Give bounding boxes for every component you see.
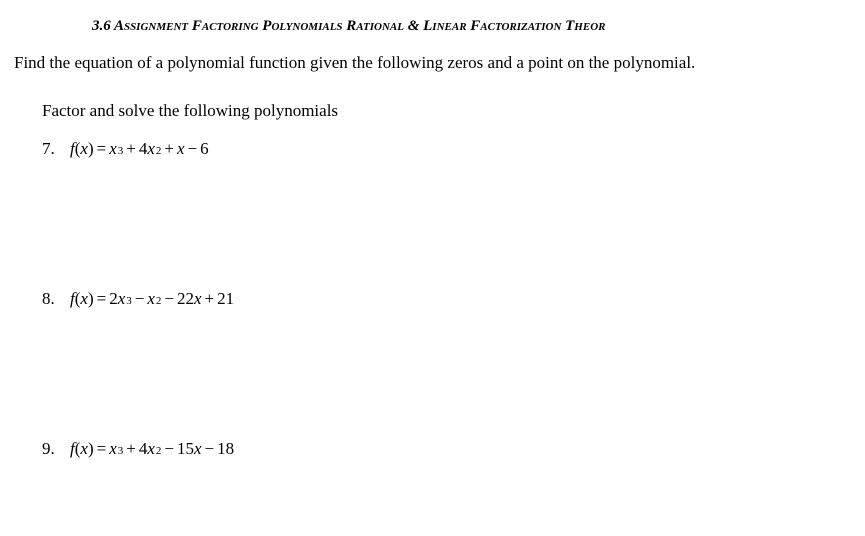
operator: − xyxy=(188,139,198,159)
variable: x xyxy=(194,289,202,309)
operator: + xyxy=(205,289,215,309)
variable: x xyxy=(147,439,155,459)
variable: x xyxy=(147,289,155,309)
operator: + xyxy=(164,139,174,159)
equation: f ( x ) = x 3 + 4 x 2 − 15 x − 18 xyxy=(70,439,234,459)
close-paren: ) xyxy=(88,289,94,309)
operator: − xyxy=(135,289,145,309)
operator: + xyxy=(126,139,136,159)
equation: f ( x ) = x 3 + 4 x 2 + x − 6 xyxy=(70,139,209,159)
sub-instruction: Factor and solve the following polynomia… xyxy=(42,101,853,121)
equals-sign: = xyxy=(97,439,107,459)
operator: − xyxy=(205,439,215,459)
variable: x xyxy=(109,139,117,159)
operator: − xyxy=(164,289,174,309)
variable: x xyxy=(177,139,185,159)
variable: x xyxy=(118,289,126,309)
equals-sign: = xyxy=(97,289,107,309)
equation: f ( x ) = 2 x 3 − x 2 − 22 x + 21 xyxy=(70,289,234,309)
variable: x xyxy=(80,139,88,159)
problem-number: 7. xyxy=(42,139,60,159)
constant: 18 xyxy=(217,439,234,459)
operator: + xyxy=(126,439,136,459)
problem-item: 9. f ( x ) = x 3 + 4 x 2 − 15 x − 18 xyxy=(42,439,853,459)
problem-number: 8. xyxy=(42,289,60,309)
problem-number: 9. xyxy=(42,439,60,459)
coeff: 2 xyxy=(109,289,118,309)
coeff: 15 xyxy=(177,439,194,459)
variable: x xyxy=(80,439,88,459)
operator: − xyxy=(164,439,174,459)
constant: 21 xyxy=(217,289,234,309)
variable: x xyxy=(147,139,155,159)
close-paren: ) xyxy=(88,139,94,159)
close-paren: ) xyxy=(88,439,94,459)
main-instruction: Find the equation of a polynomial functi… xyxy=(14,53,853,73)
equals-sign: = xyxy=(97,139,107,159)
variable: x xyxy=(194,439,202,459)
variable: x xyxy=(109,439,117,459)
coeff: 22 xyxy=(177,289,194,309)
problem-item: 7. f ( x ) = x 3 + 4 x 2 + x − 6 xyxy=(42,139,853,159)
variable: x xyxy=(80,289,88,309)
constant: 6 xyxy=(200,139,209,159)
problem-item: 8. f ( x ) = 2 x 3 − x 2 − 22 x + 21 xyxy=(42,289,853,309)
section-title: 3.6 Assignment Factoring Polynomials Rat… xyxy=(92,18,853,35)
